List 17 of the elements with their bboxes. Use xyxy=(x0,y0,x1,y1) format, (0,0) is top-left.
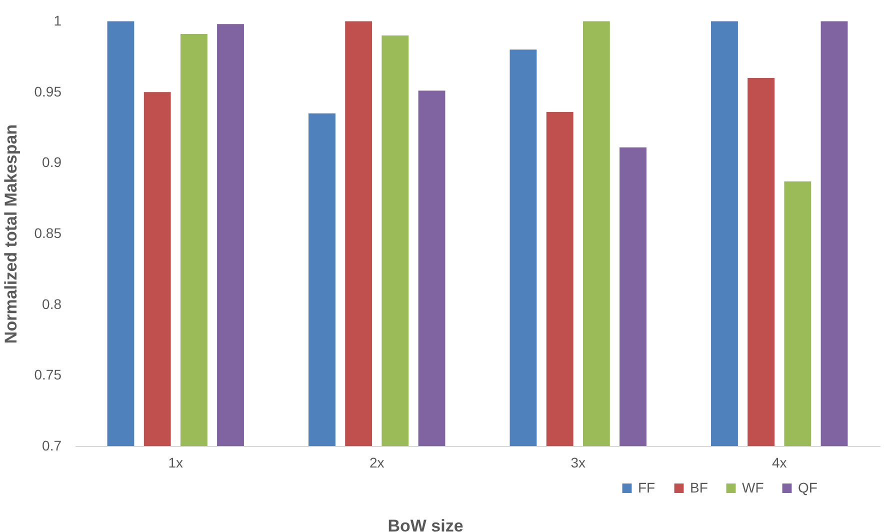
x-tick-label: 2x xyxy=(369,454,384,470)
legend-label: FF xyxy=(638,479,656,496)
x-tick-label: 4x xyxy=(772,454,787,470)
y-tick-label: 0.95 xyxy=(34,83,62,100)
legend-label: WF xyxy=(742,479,764,496)
legend-label: BF xyxy=(690,479,708,496)
x-tick-label: 3x xyxy=(570,454,586,470)
y-tick-label: 0.7 xyxy=(42,438,62,454)
x-tick-label: 1x xyxy=(168,454,184,470)
y-tick-label: 0.75 xyxy=(34,366,62,383)
y-tick-label: 1 xyxy=(54,12,62,28)
y-tick-label: 0.9 xyxy=(42,154,62,170)
y-tick-label: 0.8 xyxy=(42,296,62,312)
legend-label: QF xyxy=(798,479,818,496)
x-axis-title: BoW size xyxy=(388,516,464,532)
y-axis-title: Normalized total Makespan xyxy=(1,124,20,344)
y-tick-label: 0.85 xyxy=(34,225,62,241)
